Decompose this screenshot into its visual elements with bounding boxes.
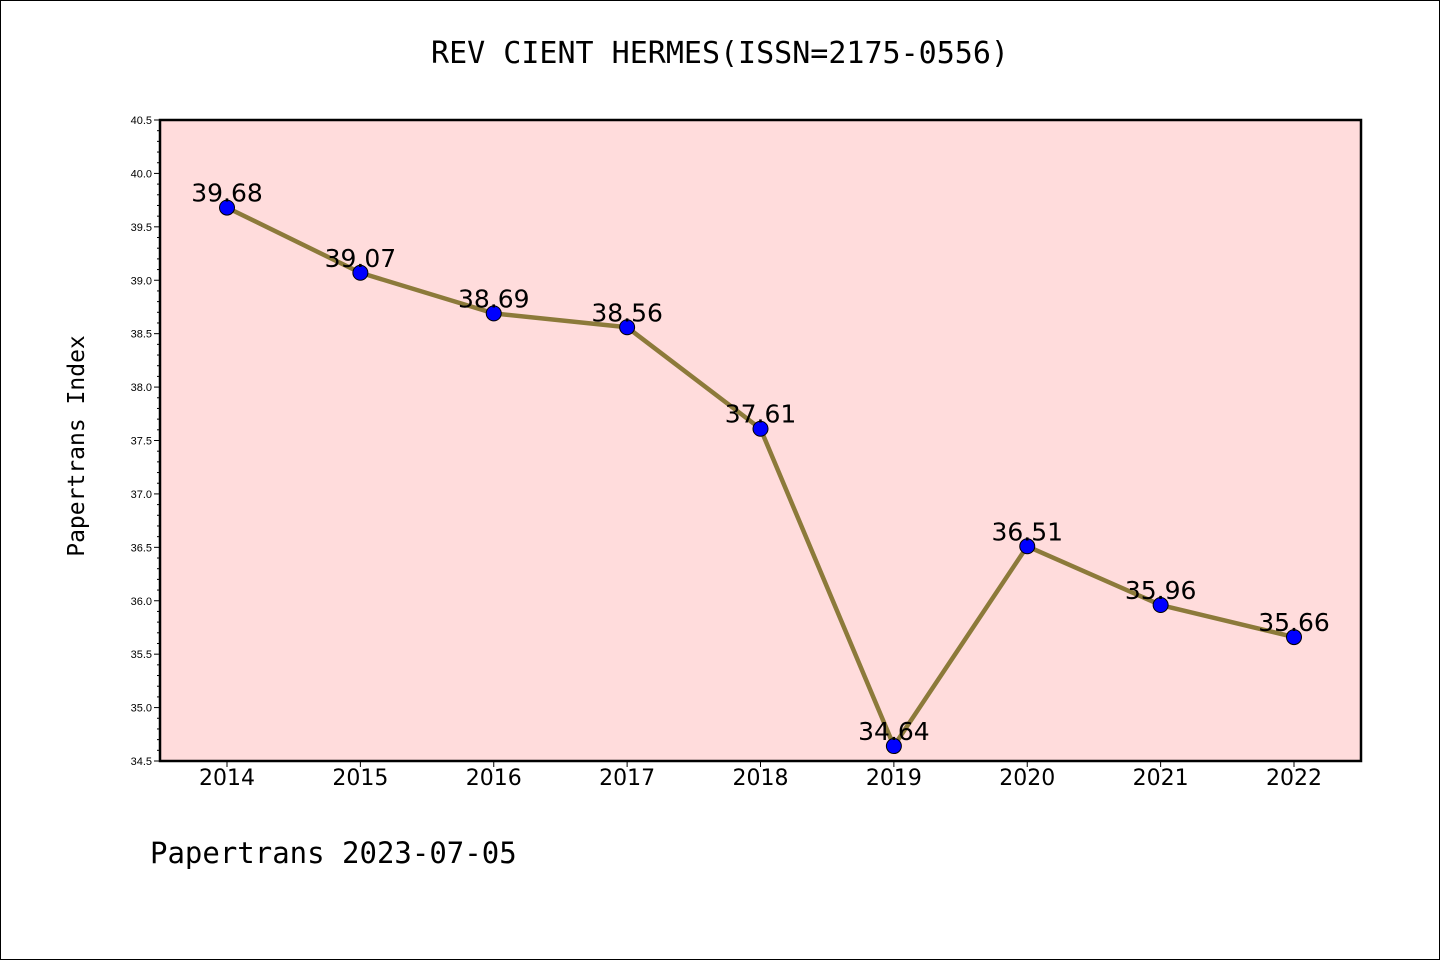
x-tick-label: 2017 xyxy=(599,766,655,791)
y-tick-label: 39.5 xyxy=(131,222,152,234)
series-group xyxy=(219,199,1302,755)
x-tick-label: 2020 xyxy=(999,766,1055,791)
x-tick-label: 2019 xyxy=(866,766,922,791)
y-axis-ticks: 34.5 35.0 35.5 36.0 36.5 37.0 37.5 38.0 38.5 39.0… xyxy=(131,115,160,768)
y-tick-label: 37.5 xyxy=(131,436,152,448)
data-point xyxy=(1286,629,1302,646)
plot-area xyxy=(158,118,1363,763)
data-label: 35.96 xyxy=(1125,576,1197,605)
y-tick-label: 40.0 xyxy=(131,168,152,180)
y-tick-label: 36.0 xyxy=(131,596,152,608)
data-label: 36.51 xyxy=(991,517,1063,546)
data-label: 37.61 xyxy=(725,400,797,429)
footer-note: Papertrans 2023-07-05 xyxy=(150,836,517,870)
y-tick-label: 37.0 xyxy=(131,489,152,501)
x-tick-label: 2018 xyxy=(733,766,789,791)
data-label: 39.07 xyxy=(325,244,397,273)
y-tick-label: 39.0 xyxy=(131,275,152,287)
x-tick-label: 2016 xyxy=(466,766,522,791)
y-tick-label: 40.5 xyxy=(131,115,152,127)
data-point xyxy=(219,199,235,216)
data-point xyxy=(619,319,636,336)
y-tick-label: 35.5 xyxy=(131,649,152,661)
x-tick-label: 2015 xyxy=(332,766,388,791)
data-point xyxy=(1152,597,1169,614)
data-point xyxy=(352,264,369,281)
data-label: 39.68 xyxy=(191,179,263,208)
y-tick-label: 38.5 xyxy=(131,329,152,341)
data-label: 38.56 xyxy=(591,298,663,327)
data-point xyxy=(485,305,502,322)
data-point xyxy=(1019,538,1036,555)
data-label: 35.66 xyxy=(1258,608,1330,637)
y-tick-label: 36.5 xyxy=(131,542,152,554)
x-tick-label: 2021 xyxy=(1133,766,1189,791)
data-point xyxy=(885,738,902,755)
data-label: 34.64 xyxy=(858,717,930,746)
y-tick-label: 34.5 xyxy=(131,756,152,768)
data-label: 38.69 xyxy=(458,284,530,313)
y-tick-label: 35.0 xyxy=(131,703,152,715)
x-tick-label: 2022 xyxy=(1266,766,1322,791)
x-tick-label: 2014 xyxy=(199,766,255,791)
data-labels: 39.68 39.07 38.69 38.56 37.61 34.64 36.51 35.96… xyxy=(191,179,1330,746)
chart-title: REV CIENT HERMES(ISSN=2175-0556) xyxy=(431,36,1009,71)
y-tick-label: 38.0 xyxy=(131,382,152,394)
x-axis-ticks: 2014 2015 2016 2017 2018 2019 2020 2021 2022 xyxy=(199,761,1322,791)
data-point xyxy=(752,420,769,437)
